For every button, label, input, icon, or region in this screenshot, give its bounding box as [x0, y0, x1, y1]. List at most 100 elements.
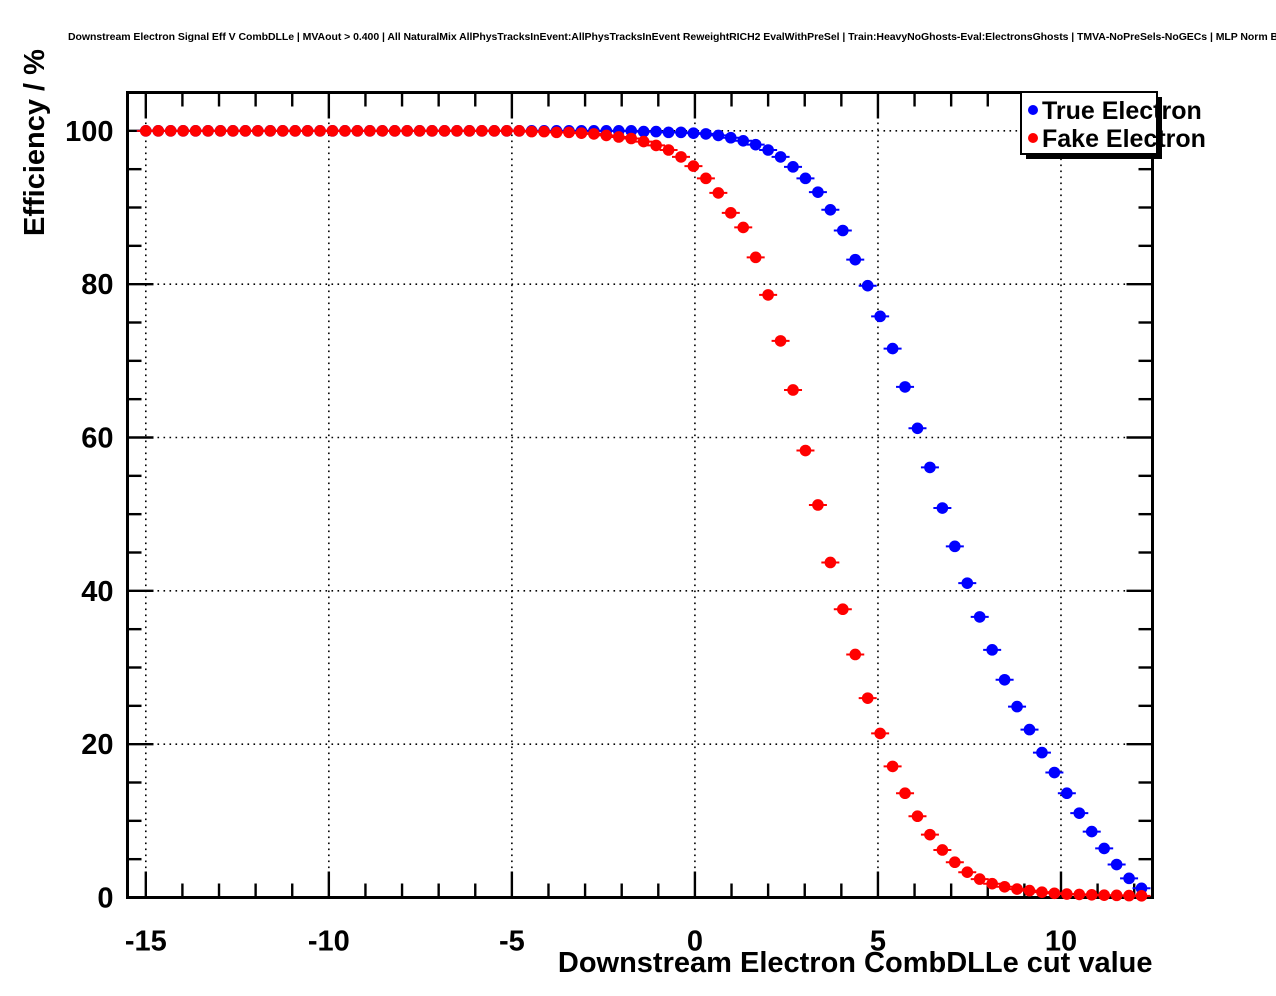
y-tick-label: 60	[81, 423, 113, 455]
x-tick-label: -10	[308, 926, 350, 958]
data-point	[314, 125, 326, 137]
data-point	[899, 787, 911, 800]
data-point	[762, 289, 774, 301]
data-point	[650, 125, 662, 138]
x-axis-title: Downstream Electron CombDLLe cut value	[558, 947, 1153, 979]
data-point	[886, 760, 899, 773]
data-point	[563, 126, 575, 139]
data-point	[1048, 766, 1061, 779]
x-tick-label: 5	[870, 926, 886, 958]
data-point	[550, 126, 563, 139]
data-point	[513, 125, 526, 137]
data-point	[737, 134, 750, 147]
data-point	[998, 880, 1011, 893]
data-point	[849, 253, 862, 266]
data-point	[1011, 883, 1023, 895]
y-tick-label: 0	[97, 883, 113, 915]
data-point	[886, 342, 899, 355]
data-point	[749, 138, 762, 151]
x-tick-label: -15	[125, 926, 167, 958]
data-point	[836, 603, 849, 616]
legend-marker-true-electron	[1028, 105, 1038, 115]
data-point	[824, 556, 837, 569]
data-point	[1110, 889, 1123, 902]
legend-marker-fake-electron	[1028, 133, 1038, 143]
legend-box[interactable]	[1020, 91, 1158, 155]
data-point	[1123, 889, 1135, 902]
data-point	[1110, 858, 1123, 871]
data-point	[1011, 700, 1023, 713]
y-tick-label: 40	[81, 576, 113, 608]
data-point	[861, 279, 874, 292]
data-point	[575, 127, 588, 139]
data-point	[326, 125, 339, 137]
y-tick-label: 100	[65, 116, 113, 148]
data-point	[924, 828, 936, 841]
data-point	[1123, 872, 1135, 885]
data-point	[1061, 787, 1073, 800]
grid-lines	[127, 92, 1153, 898]
data-point	[289, 125, 301, 137]
data-point	[1135, 890, 1148, 902]
data-point	[687, 127, 700, 139]
data-point	[924, 461, 936, 474]
data-point	[812, 499, 824, 511]
data-point	[936, 502, 949, 514]
data-point	[525, 125, 538, 138]
data-point	[488, 125, 501, 137]
series-fake-electron	[136, 125, 1151, 902]
data-point	[1098, 842, 1110, 855]
data-point	[998, 673, 1011, 686]
legend-label-fake-electron: Fake Electron	[1042, 125, 1206, 153]
data-point	[500, 125, 513, 137]
data-point	[949, 856, 961, 869]
data-point	[1061, 888, 1073, 900]
data-point	[949, 540, 961, 553]
data-point	[700, 128, 712, 140]
data-point	[961, 866, 974, 879]
data-point	[675, 126, 687, 139]
y-tick-label: 20	[81, 729, 113, 761]
data-point	[874, 727, 886, 740]
data-point	[376, 125, 389, 137]
data-point	[973, 873, 986, 885]
data-point	[700, 172, 712, 185]
data-point	[239, 125, 252, 137]
plot-title: Downstream Electron Signal Eff V CombDLL…	[68, 31, 1276, 43]
data-point	[812, 186, 824, 198]
data-point	[787, 384, 799, 396]
data-point	[401, 125, 413, 137]
data-point	[276, 125, 289, 137]
data-point	[1048, 887, 1061, 900]
data-point	[451, 125, 463, 137]
data-point	[637, 125, 650, 138]
data-point	[252, 125, 264, 137]
data-point	[973, 611, 986, 623]
data-point	[1098, 889, 1110, 902]
data-point	[1073, 807, 1086, 819]
x-tick-label: 10	[1045, 926, 1077, 958]
data-point	[438, 125, 451, 137]
data-point	[1085, 889, 1098, 901]
data-point	[762, 144, 774, 156]
data-point	[588, 128, 600, 140]
legend-label-true-electron: True Electron	[1042, 97, 1202, 125]
data-point	[849, 648, 862, 661]
data-point	[1036, 886, 1048, 898]
data-point	[737, 221, 750, 234]
data-point	[177, 125, 189, 137]
data-point	[675, 151, 687, 163]
data-point	[799, 444, 812, 457]
data-point	[961, 577, 974, 589]
data-point	[874, 310, 886, 323]
data-point	[164, 125, 177, 137]
data-point	[787, 161, 799, 173]
data-point	[152, 125, 165, 137]
data-point	[936, 844, 949, 856]
data-point	[662, 126, 675, 139]
data-point	[1073, 888, 1086, 901]
y-axis-title: Efficiency / %	[19, 49, 51, 236]
data-point	[1036, 746, 1048, 759]
